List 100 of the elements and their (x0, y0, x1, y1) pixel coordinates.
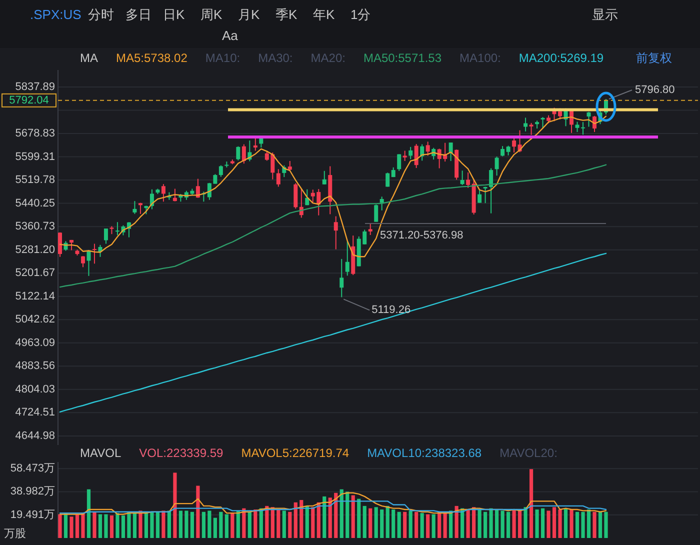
y-tick-label: 5837.89 (15, 81, 55, 93)
bar (374, 507, 378, 538)
bar (208, 510, 212, 538)
ref-line-label: 5792.04 (9, 94, 49, 106)
bar (81, 513, 85, 538)
series-label: VOL:223339.59 (139, 446, 224, 460)
bar (132, 512, 137, 538)
bar (351, 495, 355, 538)
line-series (59, 164, 607, 288)
text: 周K (200, 7, 222, 22)
text: MA10: (205, 51, 240, 65)
annotation: 5119.26 (372, 304, 411, 316)
text: MA100: (460, 51, 501, 65)
y-tick-label: 5440.25 (15, 197, 55, 210)
text: MA30: (258, 51, 293, 65)
text: 年K (313, 7, 335, 22)
bar (426, 514, 430, 538)
y-tick-label: 19.491万 (10, 508, 55, 521)
text: Aa (222, 28, 239, 43)
text: 分时 (88, 7, 114, 22)
text: 显示 (592, 7, 618, 22)
bar (362, 506, 366, 538)
y-tick-label: 5281.20 (15, 244, 55, 256)
bar (202, 512, 206, 538)
text: MA200:5269.19 (518, 51, 604, 65)
bar (540, 508, 545, 538)
candlestick (345, 240, 350, 276)
bar (98, 514, 102, 538)
bar (288, 512, 292, 538)
candlestick (80, 256, 85, 268)
bar (311, 507, 315, 538)
bar (386, 506, 390, 538)
bar (500, 510, 504, 538)
bar (598, 512, 602, 538)
candlestick (506, 145, 510, 156)
bar (110, 515, 114, 538)
candlestick (540, 116, 545, 128)
candlestick (104, 228, 108, 244)
candlestick (340, 258, 344, 298)
text: MA20: (310, 51, 346, 65)
candlestick (386, 172, 390, 188)
candlestick (397, 154, 402, 172)
bar (254, 510, 258, 538)
bar (392, 510, 396, 538)
candlestick (86, 250, 91, 276)
line-series (59, 252, 607, 413)
legend-title: MA (80, 51, 98, 65)
bar (420, 513, 424, 538)
bar (546, 510, 550, 538)
bar (346, 492, 350, 538)
bar (294, 502, 298, 538)
candlestick (500, 146, 505, 157)
bar (64, 513, 68, 538)
bar (340, 489, 344, 538)
bar (529, 469, 534, 538)
candlestick (478, 190, 482, 204)
text: 月K (238, 7, 260, 22)
bar (414, 512, 418, 538)
bar (328, 498, 332, 538)
y-tick-label: 4963.09 (15, 336, 55, 349)
ref-line-label: 5371.20-5376.98 (380, 230, 464, 242)
candlestick (494, 156, 499, 176)
text: .SPX:US (30, 7, 82, 22)
y-tick-label: 5201.67 (15, 267, 55, 280)
bar (564, 508, 568, 538)
candlestick (242, 144, 246, 164)
bar (512, 510, 516, 538)
y-tick-label: 5599.31 (15, 150, 55, 163)
bar (380, 510, 384, 538)
bar (466, 510, 470, 538)
bar (581, 512, 585, 538)
candlestick (236, 146, 240, 161)
bar (357, 498, 361, 538)
bar (300, 500, 304, 538)
bar (484, 512, 488, 538)
y-tick-label: 4724.51 (15, 406, 55, 419)
candlestick (132, 200, 137, 214)
bar (316, 502, 320, 538)
text: 多日 (126, 7, 152, 22)
candlestick (294, 182, 298, 210)
bar (150, 512, 154, 538)
bar (368, 508, 372, 538)
bar (518, 510, 522, 538)
text: 季K (276, 7, 298, 22)
y-tick-label: 5360.73 (15, 220, 55, 233)
text: MA5:5738.02 (116, 51, 188, 65)
y-tick-label: 5122.14 (15, 290, 55, 302)
bar (334, 492, 338, 538)
candlestick (426, 141, 430, 156)
candlestick (161, 184, 166, 202)
bar (104, 514, 108, 538)
bar (86, 489, 91, 538)
candlestick (524, 117, 528, 132)
text: MAVOL5:226719.74 (241, 446, 350, 460)
bar (443, 512, 447, 538)
bar (397, 512, 401, 538)
candlestick (288, 160, 292, 172)
bar (604, 512, 608, 538)
candlestick (218, 164, 223, 178)
y-tick-label: 5042.62 (15, 314, 55, 326)
